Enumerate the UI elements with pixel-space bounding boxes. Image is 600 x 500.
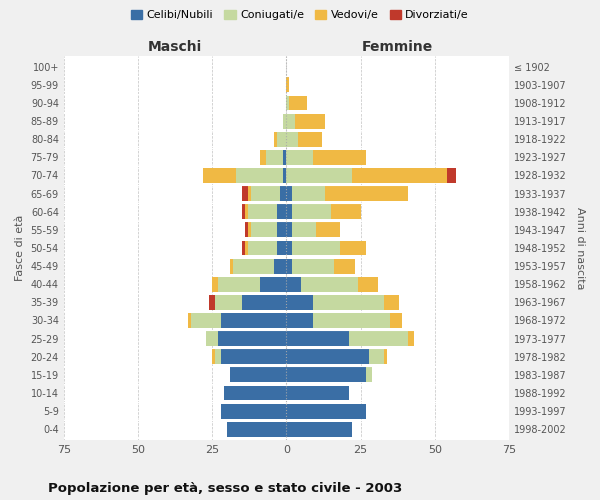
Bar [215, 350, 221, 364]
Bar [212, 350, 215, 364]
Bar [221, 313, 286, 328]
Bar [325, 186, 408, 201]
Bar [316, 222, 340, 238]
Bar [230, 368, 286, 382]
Bar [286, 222, 292, 238]
Bar [331, 204, 361, 219]
Bar [292, 240, 340, 256]
Bar [408, 331, 414, 346]
Bar [295, 114, 325, 128]
Bar [277, 132, 286, 146]
Bar [313, 150, 367, 165]
Bar [248, 222, 251, 238]
Bar [188, 313, 191, 328]
Bar [286, 186, 292, 201]
Bar [286, 331, 349, 346]
Bar [340, 240, 367, 256]
Bar [277, 222, 286, 238]
Bar [352, 168, 446, 183]
Bar [367, 368, 373, 382]
Bar [313, 313, 390, 328]
Bar [203, 168, 236, 183]
Bar [286, 350, 370, 364]
Bar [215, 295, 242, 310]
Bar [301, 277, 358, 291]
Bar [286, 240, 292, 256]
Bar [286, 78, 289, 92]
Bar [292, 186, 325, 201]
Bar [390, 313, 402, 328]
Bar [292, 204, 331, 219]
Bar [292, 258, 334, 274]
Bar [283, 168, 286, 183]
Bar [221, 404, 286, 418]
Y-axis label: Fasce di età: Fasce di età [15, 215, 25, 281]
Bar [384, 350, 387, 364]
Bar [242, 240, 245, 256]
Bar [227, 422, 286, 436]
Bar [248, 186, 251, 201]
Legend: Celibi/Nubili, Coniugati/e, Vedovi/e, Divorziati/e: Celibi/Nubili, Coniugati/e, Vedovi/e, Di… [127, 6, 473, 25]
Bar [251, 222, 277, 238]
Bar [221, 350, 286, 364]
Bar [260, 150, 266, 165]
Bar [286, 386, 349, 400]
Bar [286, 277, 301, 291]
Bar [298, 132, 322, 146]
Bar [191, 313, 221, 328]
Bar [286, 96, 289, 110]
Bar [260, 277, 286, 291]
Bar [289, 96, 307, 110]
Bar [286, 258, 292, 274]
Bar [280, 186, 286, 201]
Bar [248, 240, 277, 256]
Bar [446, 168, 455, 183]
Bar [349, 331, 408, 346]
Text: Maschi: Maschi [148, 40, 202, 54]
Bar [212, 277, 218, 291]
Bar [248, 204, 277, 219]
Bar [242, 186, 248, 201]
Bar [286, 168, 352, 183]
Bar [283, 114, 286, 128]
Bar [286, 422, 352, 436]
Bar [286, 132, 298, 146]
Bar [236, 168, 283, 183]
Y-axis label: Anni di nascita: Anni di nascita [575, 206, 585, 289]
Bar [334, 258, 355, 274]
Bar [286, 368, 367, 382]
Bar [286, 204, 292, 219]
Bar [286, 150, 313, 165]
Text: Femmine: Femmine [362, 40, 433, 54]
Bar [358, 277, 379, 291]
Bar [292, 222, 316, 238]
Text: Popolazione per età, sesso e stato civile - 2003: Popolazione per età, sesso e stato civil… [48, 482, 402, 495]
Bar [286, 404, 367, 418]
Bar [370, 350, 384, 364]
Bar [286, 114, 295, 128]
Bar [283, 150, 286, 165]
Bar [384, 295, 399, 310]
Bar [286, 313, 313, 328]
Bar [274, 258, 286, 274]
Bar [233, 258, 274, 274]
Bar [242, 295, 286, 310]
Bar [277, 204, 286, 219]
Bar [245, 204, 248, 219]
Bar [245, 240, 248, 256]
Bar [230, 258, 233, 274]
Bar [218, 331, 286, 346]
Bar [242, 204, 245, 219]
Bar [251, 186, 280, 201]
Bar [313, 295, 384, 310]
Bar [274, 132, 277, 146]
Bar [209, 295, 215, 310]
Bar [224, 386, 286, 400]
Bar [245, 222, 248, 238]
Bar [218, 277, 260, 291]
Bar [277, 240, 286, 256]
Bar [266, 150, 283, 165]
Bar [206, 331, 218, 346]
Bar [286, 295, 313, 310]
